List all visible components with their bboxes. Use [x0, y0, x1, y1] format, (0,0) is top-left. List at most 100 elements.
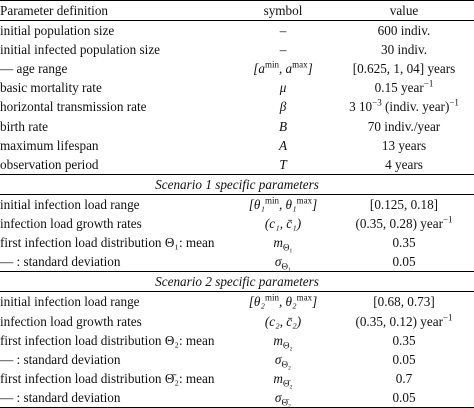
text-segment: ] — [307, 61, 313, 77]
cell-text: [0.68, 0.73] — [373, 294, 435, 310]
table-cell: T — [232, 155, 334, 175]
table-cell: observation period — [0, 155, 232, 175]
table-row: infection load growth rates (c₂, c̄₂) (0.3… — [0, 312, 474, 331]
cell-text: 70 indiv./year — [367, 118, 441, 134]
cell-text: initial infection load range — [0, 196, 140, 212]
cell-text: infection load growth rates — [0, 216, 142, 232]
cell-text: A — [278, 137, 288, 153]
text-segment: [θ₁ — [248, 196, 265, 212]
cell-text: maximum lifespan — [0, 137, 99, 153]
cell-text: birth rate — [0, 118, 48, 134]
cell-text: (c₁, c̄₁) — [264, 216, 302, 232]
table-cell: σΘ₁ — [232, 252, 334, 272]
subscript: Θ₂ — [282, 340, 293, 351]
table-row: — age range [amin, amax] [0.625, 1, 04] ye… — [0, 59, 474, 78]
cell-text: – — [279, 42, 287, 58]
text-segment: m — [273, 235, 283, 251]
table-cell: mΘ̄₂ — [232, 369, 334, 388]
subscript: Θ₁ — [281, 261, 292, 272]
table-cell: 3 10−3 (indiv. year)−1 — [334, 97, 474, 116]
cell-text: 30 indiv. — [380, 42, 428, 58]
table-row: birth rate B 70 indiv./year — [0, 117, 474, 136]
table-cell: — : standard deviation — [0, 252, 232, 272]
table-row: first infection load distribution Θ₁: me… — [0, 233, 474, 252]
table-cell: 70 indiv./year — [334, 117, 474, 136]
table-row: initial infected population size – 30 indi… — [0, 40, 474, 59]
table-row: initial infection load range [θ₂min, θ₂ma… — [0, 292, 474, 312]
cell-text: — : standard deviation — [0, 389, 121, 405]
table-cell: σΘ̄₂ — [232, 387, 334, 408]
subscript: Θ₁ — [282, 242, 293, 253]
text-segment: , a — [278, 61, 293, 77]
table-cell: 0.7 — [334, 369, 474, 388]
text-segment: m — [273, 332, 283, 348]
table-row: first infection load distribution Θ₂: me… — [0, 331, 474, 350]
table-cell: μ — [232, 78, 334, 97]
table-cell: B — [232, 117, 334, 136]
text-segment: σ — [274, 389, 282, 405]
table-cell: 0.05 — [334, 387, 474, 408]
table-cell: 0.15 year−1 — [334, 78, 474, 97]
table-cell: initial population size — [0, 21, 232, 41]
text-segment: 3 10 — [349, 99, 373, 115]
cell-text: 0.7 — [395, 370, 413, 386]
cell-text: first infection load distribution Θ̄₂: m… — [0, 370, 215, 386]
superscript: max — [296, 293, 313, 304]
table-cell: 0.05 — [334, 252, 474, 272]
table-cell: maximum lifespan — [0, 136, 232, 155]
table-cell: initial infection load range — [0, 292, 232, 312]
superscript: min — [264, 59, 279, 70]
superscript: min — [264, 293, 279, 304]
cell-text: B — [278, 118, 288, 134]
table-cell: birth rate — [0, 117, 232, 136]
header-cell: value — [334, 0, 474, 22]
table-row: first infection load distribution Θ̄₂: m… — [0, 369, 474, 388]
table-cell: initial infection load range — [0, 194, 232, 214]
table-cell: first infection load distribution Θ₁: me… — [0, 233, 232, 252]
table-cell: 30 indiv. — [334, 40, 474, 59]
table-cell: infection load growth rates — [0, 312, 232, 331]
section-title: Scenario 1 specific parameters — [0, 173, 474, 195]
cell-text: 0.05 — [392, 254, 416, 270]
text-segment: σ — [274, 351, 282, 367]
superscript: −3 — [372, 98, 382, 109]
text-segment: ] — [312, 196, 318, 212]
table-cell: initial infected population size — [0, 40, 232, 59]
superscript: min — [264, 195, 279, 206]
superscript: −1 — [442, 312, 453, 323]
cell-text: T — [279, 156, 287, 172]
cell-text: basic mortality rate — [0, 80, 102, 96]
section-title: Scenario 2 specific parameters — [0, 271, 474, 293]
table-cell: 13 years — [334, 136, 474, 155]
superscript: max — [292, 59, 308, 70]
table-cell: — : standard deviation — [0, 387, 232, 408]
table-row: horizontal transmission rate β 3 10−3 (ind… — [0, 97, 474, 116]
table-cell: (c₁, c̄₁) — [232, 214, 334, 233]
table-cell: first infection load distribution Θ̄₂: m… — [0, 369, 232, 388]
table-row: — : standard deviation σΘ₁ 0.05 — [0, 252, 474, 272]
cell-text: [0.625, 1, 04] years — [352, 61, 456, 77]
table-cell: — : standard deviation — [0, 350, 232, 369]
cell-text: first infection load distribution Θ₂: me… — [0, 332, 215, 348]
cell-text: initial infected population size — [0, 42, 161, 58]
text-segment: (indiv. year) — [381, 99, 450, 115]
cell-text: [0.125, 0.18] — [369, 196, 439, 212]
cell-text: initial population size — [0, 23, 115, 39]
table-cell: – — [232, 21, 334, 41]
header-cell: symbol — [232, 0, 334, 22]
cell-text: — age range — [0, 61, 68, 77]
table-row: initial population size – 600 indiv. — [0, 21, 474, 41]
table-cell: 600 indiv. — [334, 21, 474, 41]
table-cell: [θ₁min, θ₁max] — [232, 194, 334, 214]
table-cell: mΘ₁ — [232, 233, 334, 252]
cell-text: 600 indiv. — [377, 23, 431, 39]
cell-text: 0.35 — [392, 332, 416, 348]
table-row: initial infection load range [θ₁min, θ₁ma… — [0, 194, 474, 214]
text-segment: ] — [312, 294, 318, 310]
table-row: — : standard deviation σΘ₂ 0.05 — [0, 350, 474, 369]
table-cell: (c₂, c̄₂) — [232, 312, 334, 331]
cell-text: β — [279, 99, 287, 115]
table-row: maximum lifespan A 13 years — [0, 136, 474, 155]
cell-text: first infection load distribution Θ₁: me… — [0, 235, 215, 251]
